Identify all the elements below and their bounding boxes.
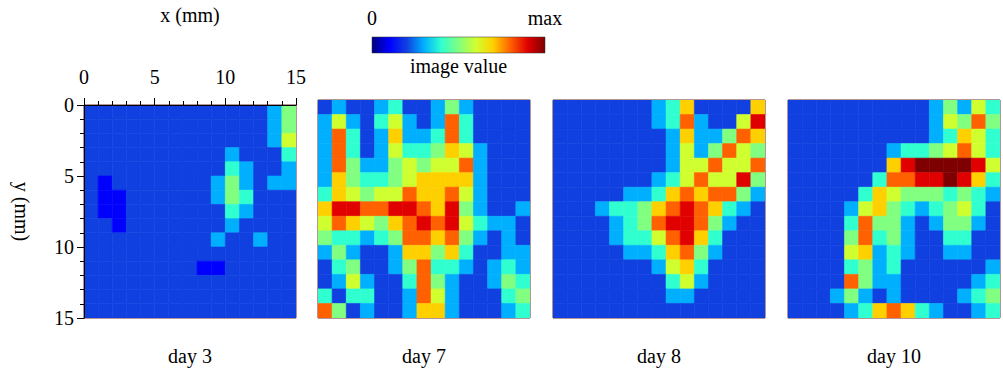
svg-text:day 8: day 8 <box>637 345 681 368</box>
svg-text:day 7: day 7 <box>402 345 446 368</box>
svg-text:15: 15 <box>54 307 74 329</box>
svg-text:15: 15 <box>286 66 306 88</box>
svg-text:5: 5 <box>150 66 160 88</box>
svg-text:10: 10 <box>54 236 74 258</box>
svg-text:day 10: day 10 <box>867 345 921 368</box>
svg-text:5: 5 <box>64 165 74 187</box>
svg-text:10: 10 <box>215 66 235 88</box>
svg-text:day 3: day 3 <box>168 345 212 368</box>
svg-text:0: 0 <box>64 94 74 116</box>
svg-text:y (mm): y (mm) <box>10 182 33 241</box>
svg-text:image value: image value <box>410 55 507 78</box>
svg-text:x (mm): x (mm) <box>160 4 219 27</box>
svg-text:0: 0 <box>79 66 89 88</box>
svg-text:max: max <box>528 7 562 29</box>
svg-text:0: 0 <box>367 7 377 29</box>
